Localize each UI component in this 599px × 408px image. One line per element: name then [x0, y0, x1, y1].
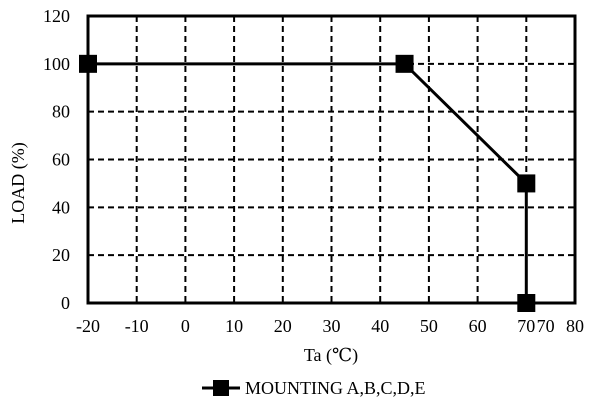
x-tick-label: 70: [517, 316, 535, 336]
x-tick-label: 10: [225, 316, 243, 336]
grid-lines: [88, 16, 575, 303]
x-tick-label: 20: [274, 316, 292, 336]
y-tick-label: 120: [43, 6, 70, 26]
y-tick-label: 80: [52, 102, 70, 122]
x-tick-label: 30: [323, 316, 341, 336]
x-tick-label: 70: [537, 316, 555, 336]
y-tick-labels: 0 20 40 60 80 100 120: [43, 6, 70, 313]
y-axis-title: LOAD (%): [8, 142, 29, 223]
series-line: [88, 62, 528, 303]
y-tick-label: 60: [52, 150, 70, 170]
data-point-marker: [517, 294, 536, 312]
legend-square-marker-icon: [213, 380, 229, 396]
legend-label: MOUNTING A,B,C,D,E: [245, 378, 426, 398]
x-tick-label: 80: [566, 316, 584, 336]
x-tick-label: -10: [125, 316, 149, 336]
data-point-marker: [517, 174, 536, 193]
data-point-marker: [395, 54, 414, 73]
x-tick-label: 40: [371, 316, 389, 336]
x-tick-label: 50: [420, 316, 438, 336]
y-tick-label: 0: [61, 293, 70, 313]
y-tick-label: 20: [52, 245, 70, 265]
y-tick-label: 40: [52, 197, 70, 217]
series-layer: [79, 54, 536, 312]
data-point-marker: [79, 54, 97, 73]
x-tick-label: -20: [76, 316, 100, 336]
x-tick-label: 0: [181, 316, 190, 336]
y-tick-label: 100: [43, 54, 70, 74]
x-tick-label: 60: [469, 316, 487, 336]
x-tick-labels: -20 -10 0 10 20 30 40 50 60 70 70 80: [76, 316, 584, 336]
legend: MOUNTING A,B,C,D,E: [202, 378, 426, 398]
x-axis-title: Ta (℃): [304, 345, 358, 366]
plot-frame: [86, 14, 577, 305]
